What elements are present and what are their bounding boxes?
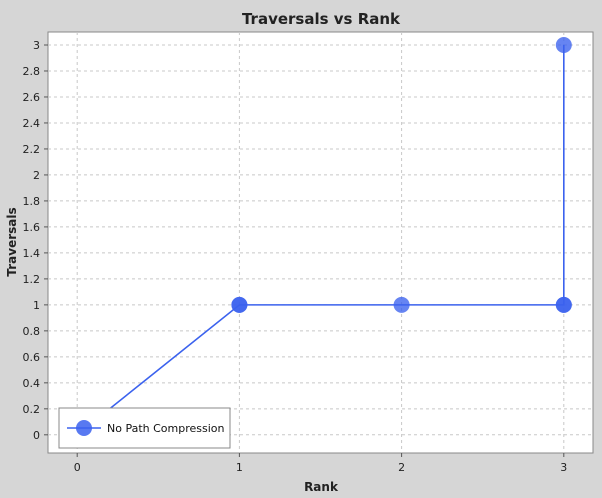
- series-line: [76, 44, 565, 436]
- y-tick-label: 2.4: [23, 117, 41, 130]
- y-tick-label: 1.4: [23, 247, 41, 260]
- y-tick-label: 2.6: [23, 91, 41, 104]
- y-tick-label: 0.4: [23, 377, 41, 390]
- legend-label: No Path Compression: [107, 422, 225, 435]
- y-tick-label: 0.8: [23, 325, 41, 338]
- data-point: [393, 296, 410, 313]
- x-tick-label: 3: [560, 461, 567, 474]
- plot-area: [47, 31, 594, 454]
- y-tick-label: 0.6: [23, 351, 41, 364]
- data-point: [231, 296, 248, 313]
- y-tick-label: 1.8: [23, 195, 41, 208]
- chart-title: Traversals vs Rank: [242, 10, 401, 28]
- x-axis-label: Rank: [304, 480, 339, 494]
- y-tick-label: 0: [33, 429, 40, 442]
- x-tick-label: 0: [74, 461, 81, 474]
- y-tick-label: 1.2: [23, 273, 41, 286]
- axes: [44, 44, 565, 457]
- x-tick-label: 2: [398, 461, 405, 474]
- data-point: [555, 296, 572, 313]
- y-tick-label: 2.8: [23, 65, 41, 78]
- y-tick-label: 2: [33, 169, 40, 182]
- y-axis-label: Traversals: [5, 207, 19, 276]
- legend: No Path Compression: [58, 407, 231, 449]
- y-tick-label: 1.6: [23, 221, 41, 234]
- y-tick-label: 3: [33, 39, 40, 52]
- y-tick-label: 0.2: [23, 403, 41, 416]
- y-tick-label: 1: [33, 299, 40, 312]
- series-layer: [69, 36, 572, 443]
- x-tick-label: 1: [236, 461, 243, 474]
- data-point: [555, 36, 572, 53]
- y-tick-label: 2.2: [23, 143, 41, 156]
- legend-marker: [76, 420, 92, 436]
- tick-labels: 0 0.2 0.4 0.6 0.8 1 1.2 1.4 1.6 1.8 2 2.2 2.4 2.6 2.8 3…: [23, 39, 568, 474]
